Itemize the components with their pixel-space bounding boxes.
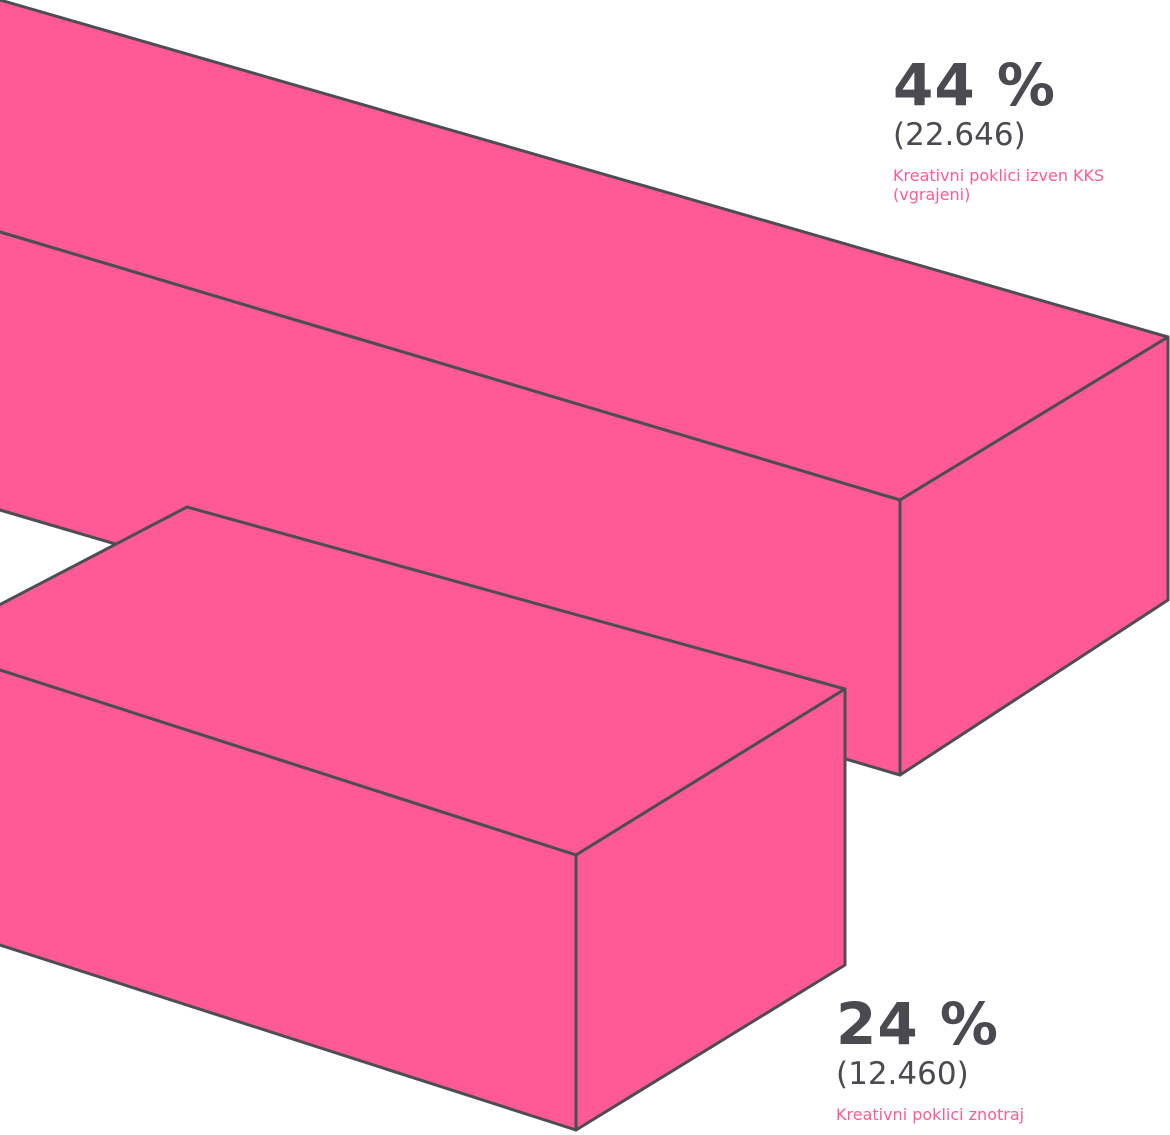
- bar-0-category-label: Kreativni poklici izven KKS (vgrajeni): [893, 165, 1105, 204]
- bar-label-0: 44 % (22.646) Kreativni poklici izven KK…: [893, 56, 1133, 204]
- bar-1-side-face: [574, 687, 847, 1132]
- bar-0-side-face: [898, 335, 1170, 777]
- bar-1-category-label: Kreativni poklici znotraj: [836, 1104, 1025, 1124]
- bar-group-0: [0, 0, 1170, 777]
- bar-1-percent-label: 24 %: [836, 990, 1000, 1058]
- bar-1-count-label: (12.460): [836, 1056, 969, 1092]
- bar-0-count-label: (22.646): [893, 117, 1026, 153]
- bar-label-1: 24 % (12.460) Kreativni poklici znotraj: [836, 995, 1076, 1124]
- bar-group-1: [0, 505, 847, 1132]
- bar-0-percent-label: 44 %: [893, 51, 1057, 119]
